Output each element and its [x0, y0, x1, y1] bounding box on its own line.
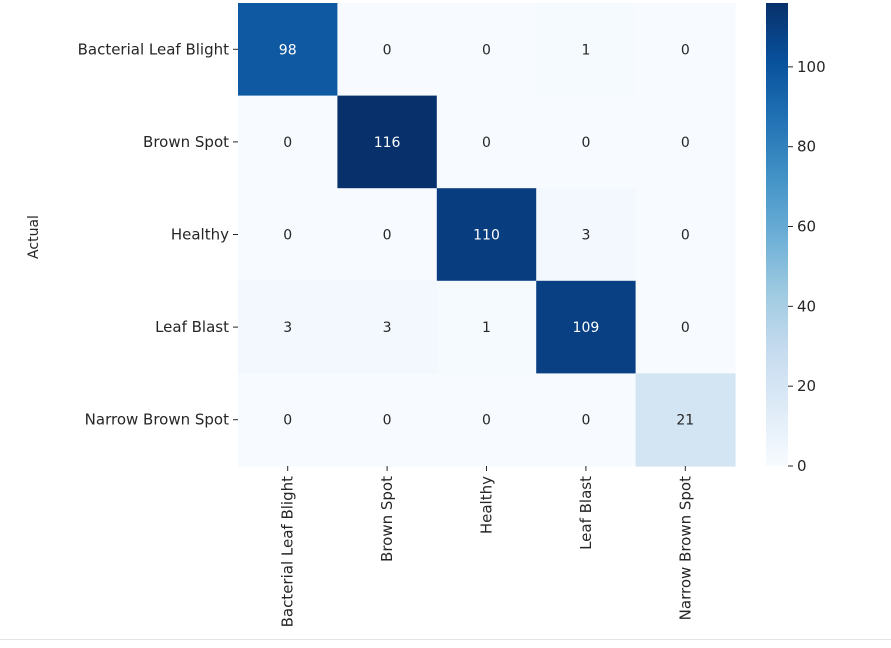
heatmap-cell: [436, 95, 537, 189]
x-tick-label: Brown Spot: [378, 476, 396, 562]
heatmap-cell: [436, 3, 537, 97]
x-tick-label: Healthy: [478, 476, 496, 534]
heatmap-cell: [337, 280, 438, 374]
colorbar-tick-label: 100: [797, 58, 826, 76]
x-tick-label: Bacterial Leaf Blight: [279, 476, 297, 628]
cell-value: 0: [581, 135, 590, 151]
heatmap-cell: [635, 280, 736, 374]
heatmap-cell: [238, 373, 338, 467]
y-tick-label: Healthy: [171, 226, 229, 244]
heatmap-cell: [436, 188, 537, 282]
colorbar-tick-label: 60: [797, 218, 816, 236]
cell-value: 0: [681, 135, 690, 151]
cell-value: 0: [283, 135, 292, 151]
cell-value: 3: [581, 228, 590, 244]
cell-value: 21: [676, 413, 694, 429]
heatmap-cell: [337, 373, 438, 467]
cell-value: 0: [482, 413, 491, 429]
cell-value: 0: [283, 228, 292, 244]
cell-value: 0: [681, 320, 690, 336]
cell-value: 0: [482, 135, 491, 151]
colorbar: 0 20 40 60 80 100: [766, 3, 826, 475]
cell-value: 109: [573, 320, 600, 336]
heatmap-cell: [238, 280, 338, 374]
heatmap-cell: [635, 3, 736, 97]
x-tick-labels: Bacterial Leaf Blight Brown Spot Healthy Le…: [279, 466, 694, 628]
heatmap-cell: [337, 95, 438, 189]
bottom-divider: [0, 639, 891, 640]
heatmap-cell: [238, 188, 338, 282]
heatmap-cells: [238, 3, 736, 467]
cell-value: 0: [383, 413, 392, 429]
heatmap-cell: [436, 373, 537, 467]
cell-value: 3: [383, 320, 392, 336]
y-tick-labels: Bacterial Leaf Blight Brown Spot Healthy Le…: [78, 40, 238, 429]
colorbar-tick-label: 20: [797, 377, 816, 395]
cell-value: 0: [581, 413, 590, 429]
heatmap-cell: [536, 95, 637, 189]
cell-value: 1: [581, 42, 590, 58]
heatmap-cell: [337, 188, 438, 282]
x-tick-label: Narrow Brown Spot: [676, 476, 694, 620]
cell-value: 110: [473, 228, 500, 244]
heatmap-cell: [337, 3, 438, 97]
heatmap-cell: [536, 373, 637, 467]
colorbar-tick-label: 80: [797, 138, 816, 156]
y-tick-label: Brown Spot: [143, 133, 229, 151]
cell-value: 98: [279, 42, 297, 58]
cell-value: 0: [383, 228, 392, 244]
cell-value: 1: [482, 320, 491, 336]
colorbar-tick-label: 0: [797, 457, 807, 475]
y-axis-label: Actual: [26, 215, 42, 259]
y-tick-label: Narrow Brown Spot: [85, 411, 229, 429]
heatmap-cell: [536, 188, 637, 282]
cell-value: 0: [283, 413, 292, 429]
cell-value: 0: [681, 42, 690, 58]
y-tick-label: Bacterial Leaf Blight: [78, 40, 230, 58]
colorbar-gradient: [766, 3, 788, 466]
heatmap-cell: [536, 280, 637, 374]
cell-value: 0: [383, 42, 392, 58]
cell-annotations: 98 0 0 1 0 0 116 0 0 0 0 0 110 3 0 3 3 1 109 0 0 0 0 0 21: [279, 42, 694, 428]
heatmap-cell: [635, 95, 736, 189]
heatmap-cell: [635, 373, 736, 467]
heatmap-cell: [635, 188, 736, 282]
x-tick-label: Leaf Blast: [577, 476, 595, 550]
heatmap-cell: [238, 3, 338, 97]
y-tick-label: Leaf Blast: [155, 318, 229, 336]
cell-value: 0: [482, 42, 491, 58]
colorbar-tick-label: 40: [797, 297, 816, 315]
heatmap-cell: [238, 95, 338, 189]
heatmap-cell: [536, 3, 637, 97]
cell-value: 0: [681, 228, 690, 244]
cell-value: 3: [283, 320, 292, 336]
cell-value: 116: [374, 135, 401, 151]
heatmap-cell: [436, 280, 537, 374]
